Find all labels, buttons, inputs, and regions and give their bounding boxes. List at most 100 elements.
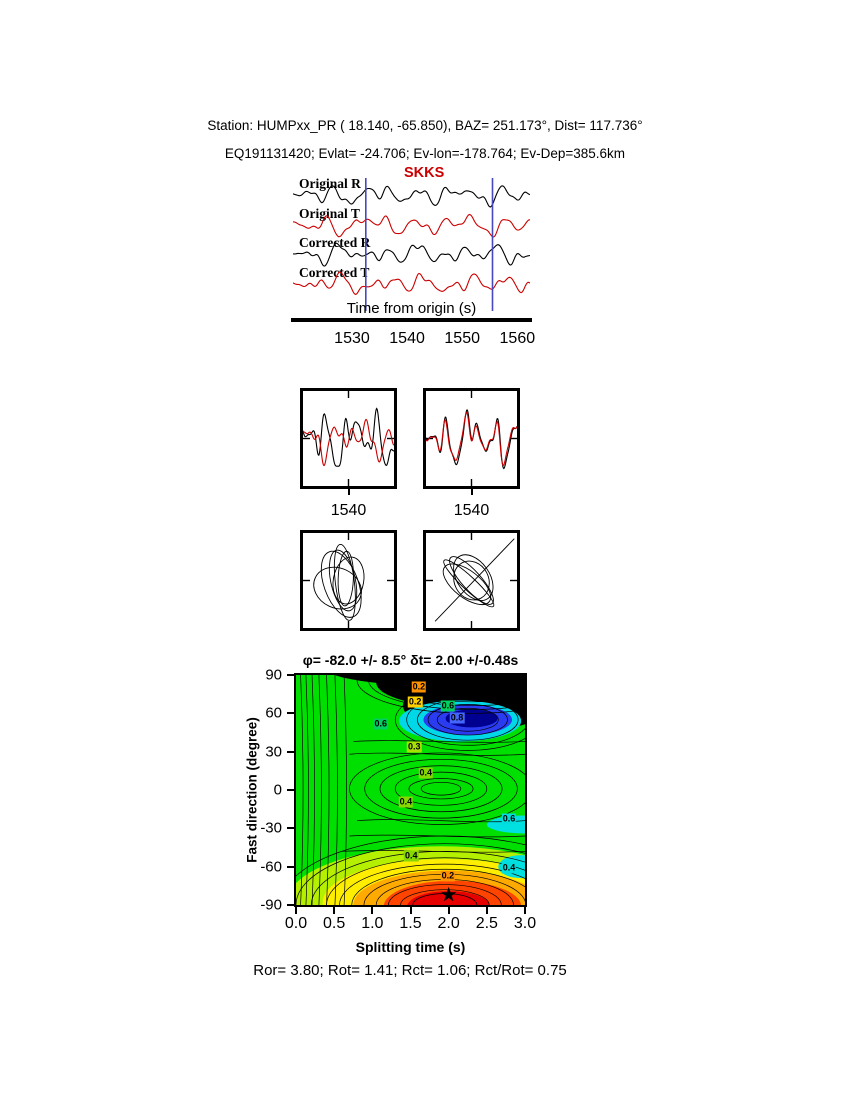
y-tick-mark <box>287 827 294 830</box>
trace-line-2 <box>293 242 530 267</box>
particle-motion-corrected-plot <box>426 533 517 628</box>
contour-line <box>349 834 525 838</box>
x-tick-label: 3.0 <box>513 915 537 932</box>
window-series-1 <box>303 418 394 467</box>
particle-orbit <box>443 559 495 608</box>
zoom-corrected-bottom-tick <box>470 489 473 495</box>
contour-line <box>427 704 508 736</box>
phase-label: SKKS <box>404 165 445 181</box>
x-tick-mark <box>524 907 526 914</box>
contour-line <box>353 740 525 743</box>
contour-line <box>343 675 347 905</box>
contour-line <box>406 693 525 746</box>
time-axis-line <box>291 318 532 322</box>
y-tick-mark <box>287 865 294 868</box>
y-tick-mark <box>287 789 294 791</box>
contour-line <box>334 675 338 905</box>
event-header: EQ191131420; Evlat= -24.706; Ev-lon=-178… <box>224 146 626 161</box>
contour-line <box>326 675 330 905</box>
window-series-1 <box>426 411 517 467</box>
contour-line <box>349 752 525 825</box>
contour-level-label: 0.2 <box>440 870 456 882</box>
contour-line <box>388 884 502 905</box>
contour-line <box>300 675 304 905</box>
particle-orbit <box>328 549 358 612</box>
y-tick-label: 0 <box>273 781 282 799</box>
contour-line <box>400 889 490 905</box>
contour-xlabel: Splitting time (s) <box>355 939 466 955</box>
contour-line <box>349 752 525 756</box>
particle-orbit <box>453 560 490 601</box>
contour-line <box>351 868 525 905</box>
particle-orbit <box>313 566 362 610</box>
zoom-window-original-box <box>300 388 397 489</box>
x-tick-label: 1.0 <box>361 915 384 932</box>
particle-orbit <box>453 554 494 601</box>
contour-level-label: 0.3 <box>407 741 422 753</box>
x-tick-label: 2.0 <box>437 915 460 932</box>
y-tick-mark <box>287 674 294 676</box>
contour-line <box>311 675 315 905</box>
x-tick-label: 2.5 <box>475 915 498 932</box>
zoom-window-original-plot <box>303 391 394 486</box>
contour-line <box>356 675 525 714</box>
contour-level-label: 0.2 <box>407 696 423 708</box>
zoom-window-corrected-plot <box>426 391 517 486</box>
trace-label-original-t: Original T <box>299 206 360 221</box>
contour-line <box>368 675 525 710</box>
contour-level-label: 0.4 <box>418 767 434 779</box>
x-tick-mark <box>295 907 297 914</box>
particle-orbit <box>332 556 365 605</box>
contour-line <box>296 843 525 905</box>
station-header: Station: HUMPxx_PR ( 18.140, -65.850), B… <box>207 118 643 133</box>
contour-line <box>341 850 525 853</box>
contour-line <box>436 707 499 732</box>
x-tick-mark <box>485 907 488 914</box>
zoom-original-tick-label: 1540 <box>330 502 367 519</box>
window-series-0 <box>303 407 394 467</box>
particle-motion-original-box <box>300 530 397 631</box>
time-tick-label: 1530 <box>334 330 370 347</box>
particle-orbit <box>449 556 494 605</box>
y-tick-label: -30 <box>260 819 282 837</box>
trace-label-corrected-r: Corrected R <box>299 235 371 250</box>
time-axis-label: Time from origin (s) <box>346 300 477 317</box>
contour-level-label: 0.2 <box>411 681 427 692</box>
y-tick-label: -60 <box>260 858 282 876</box>
contour-level-label: 0.6 <box>501 813 517 825</box>
contour-line <box>408 778 474 800</box>
particle-linear-motion <box>434 538 515 622</box>
contour-line <box>379 765 503 813</box>
contour-line <box>339 863 525 905</box>
trace-label-corrected-t: Corrected T <box>299 265 370 280</box>
x-tick-label: 0.5 <box>323 915 346 932</box>
time-tick-label: 1550 <box>444 330 480 347</box>
contour-level-label: 0.8 <box>449 712 465 724</box>
particle-motion-original-plot <box>303 533 394 628</box>
trace-line-0 <box>293 185 530 208</box>
y-tick-mark <box>287 750 294 753</box>
contour-line <box>417 698 519 741</box>
contour-level-label: 0.4 <box>403 850 419 862</box>
contour-title: φ= -82.0 +/- 8.5° δt= 2.00 +/-0.48s <box>302 652 519 668</box>
trace-line-1 <box>293 213 530 238</box>
particle-orbit <box>333 543 356 621</box>
x-tick-mark <box>371 907 374 914</box>
contour-line <box>394 771 488 806</box>
contour-level-label: 0.6 <box>373 718 388 730</box>
misfit-contour-plot <box>294 673 527 907</box>
contour-level-label: 0.4 <box>501 862 517 874</box>
x-tick-mark <box>409 907 412 914</box>
contour-level-label: 0.6 <box>440 700 456 712</box>
contour-line <box>394 688 525 751</box>
y-tick-label: -90 <box>260 896 282 914</box>
zoom-window-corrected-box <box>423 388 520 489</box>
particle-motion-corrected-box <box>423 530 520 631</box>
y-tick-label: 60 <box>265 704 282 722</box>
time-tick-label: 1560 <box>499 330 536 347</box>
trace-line-3 <box>293 271 530 296</box>
contour-line <box>391 675 525 703</box>
contour-line <box>318 675 322 905</box>
y-tick-mark <box>287 712 294 715</box>
